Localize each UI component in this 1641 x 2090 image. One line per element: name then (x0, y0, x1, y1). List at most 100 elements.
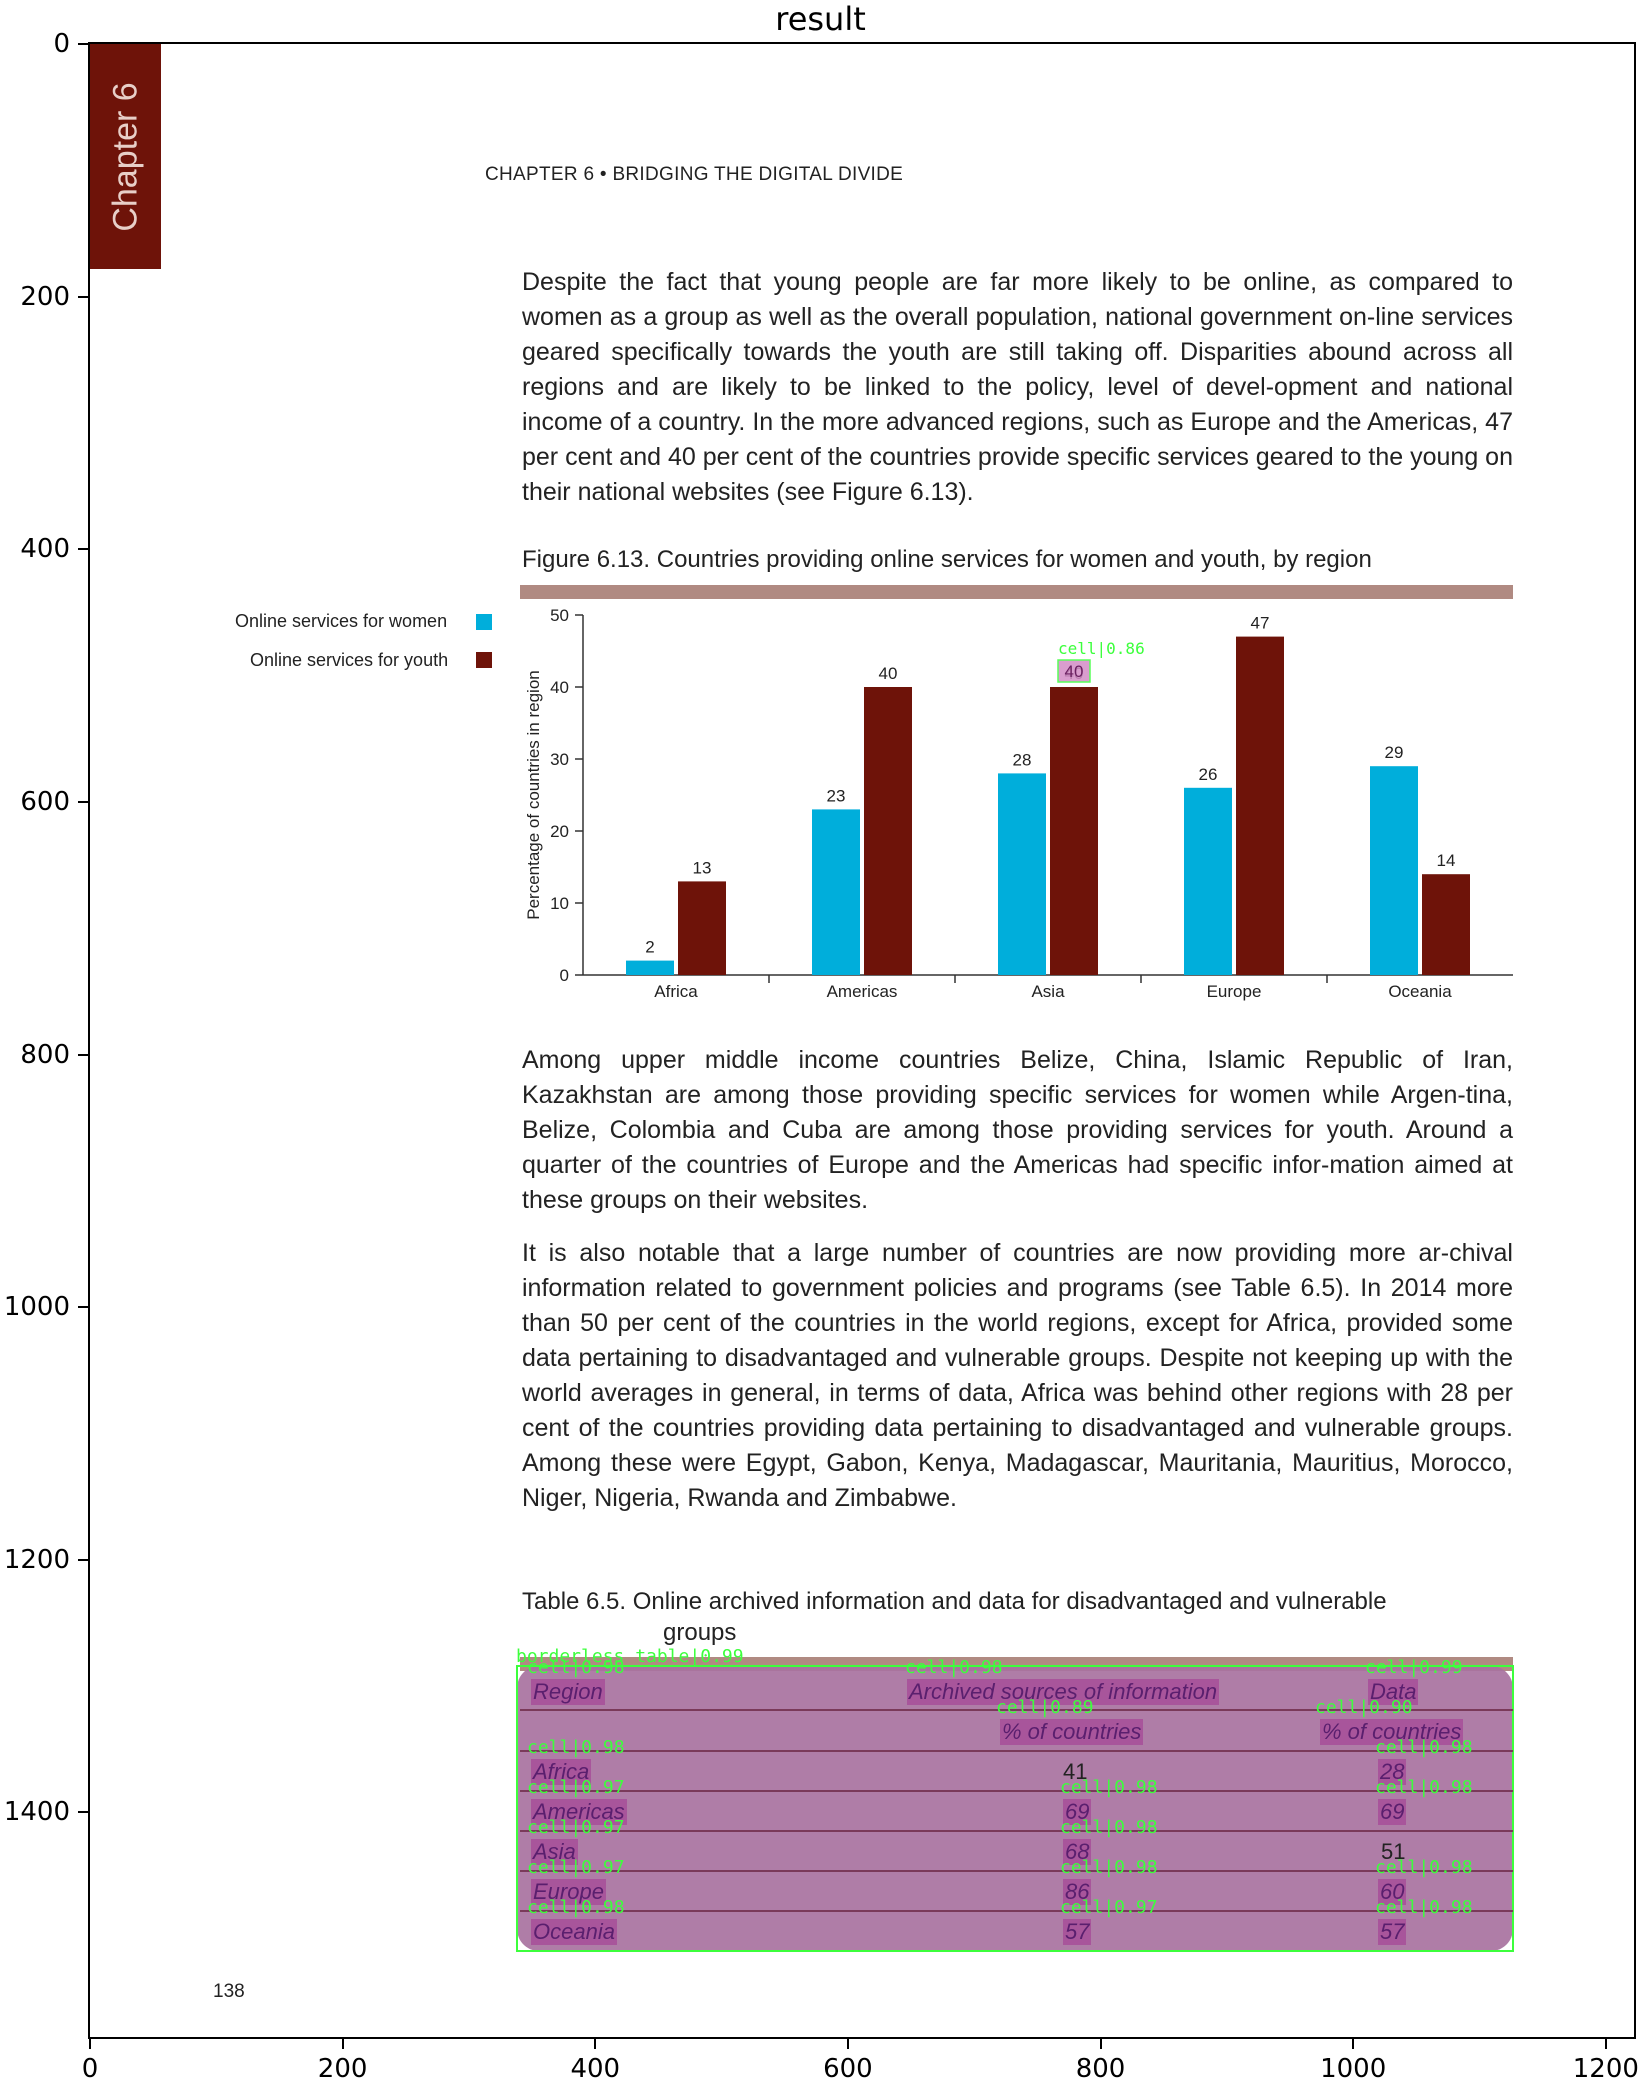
y-tick-label: 0 (53, 29, 70, 59)
y-tick (78, 800, 88, 803)
legend-label-women: Online services for women (235, 611, 448, 631)
row-africa-region: Africa (531, 1759, 592, 1785)
cell-score: cell|0.98 (1375, 1737, 1473, 1758)
row-oceania-data: 57 (1378, 1919, 1407, 1945)
figure-caption: Figure 6.13. Countries providing online … (522, 546, 1372, 573)
row-europe-data: 60 (1378, 1879, 1407, 1905)
table-divider (520, 1790, 1513, 1792)
row-asia-archived: 68 (1063, 1839, 1092, 1865)
bar-value-label: 23 (827, 786, 846, 805)
cell-score: cell|0.98 (527, 1897, 625, 1918)
cell-score: cell|0.98 (905, 1657, 1003, 1678)
legend-item-youth: Online services for youth (250, 650, 448, 671)
paragraph-3: It is also notable that a large number o… (522, 1239, 1513, 1512)
table-divider (520, 1910, 1513, 1912)
y-tick-label: 800 (20, 1039, 70, 1070)
table-caption-line-1: Table 6.5. Online archived information a… (522, 1588, 1387, 1615)
bar-value-label: 47 (1251, 614, 1270, 633)
bar-value-label: 28 (1013, 750, 1032, 769)
cell-score: cell|0.97 (527, 1817, 625, 1838)
figure-rule (520, 585, 1513, 599)
chapter-tab-label: Chapter 6 (106, 81, 144, 232)
y-tick-label: 1200 (3, 1544, 70, 1575)
cell-score: cell|0.97 (527, 1857, 625, 1878)
y-tick (78, 1306, 88, 1309)
x-tick (1099, 2039, 1102, 2049)
bar-youth (1236, 636, 1284, 975)
bar-women (1370, 766, 1418, 975)
cell-score: cell|0.98 (1060, 1857, 1158, 1878)
chart-x-tick-label: Europe (1207, 982, 1262, 1001)
cell-score: cell|0.97 (527, 1777, 625, 1798)
figure-title: result (775, 0, 866, 38)
header-region: Region (531, 1679, 605, 1705)
table-overlay (517, 1666, 1513, 1951)
page-number: 138 (213, 1981, 245, 2002)
bar-chart: 0 10 20 30 40 50 Percentage of countries in re… (524, 606, 1513, 1001)
x-tick (89, 2039, 91, 2049)
header-archived: Archived sources of information (907, 1679, 1220, 1705)
cell-score: cell|0.89 (996, 1697, 1094, 1718)
bar-youth (864, 687, 912, 975)
table-divider (520, 1830, 1513, 1832)
cell-score: cell|0.98 (1060, 1777, 1158, 1798)
bar-youth (678, 881, 726, 975)
x-tick-label: 600 (823, 2054, 873, 2084)
x-tick-label: 1200 (1572, 2054, 1639, 2084)
x-tick-label: 400 (570, 2054, 621, 2084)
chart-y-tick-label: 0 (560, 966, 569, 985)
cell-score: cell|0.97 (1060, 1897, 1158, 1918)
chart-y-tick-label: 10 (550, 894, 569, 913)
table-detection-box (516, 1665, 1514, 1952)
cell-score: cell|0.98 (1375, 1857, 1473, 1878)
legend-swatch-youth (476, 652, 492, 668)
legend-swatch-women (476, 614, 492, 630)
y-tick-label: 400 (20, 534, 70, 565)
legend-item-women: Online services for women (235, 611, 447, 632)
y-tick-label: 600 (20, 786, 70, 817)
bar-women (998, 773, 1046, 975)
table-divider (520, 1750, 1513, 1752)
row-africa-data: 28 (1378, 1759, 1407, 1785)
x-tick-label: 800 (1075, 2054, 1126, 2084)
y-tick (78, 1558, 88, 1561)
bar-women (1184, 787, 1232, 975)
table-divider (520, 1870, 1513, 1872)
bar-value-label: 29 (1385, 743, 1404, 762)
cell-score: cell|0.98 (1375, 1897, 1473, 1918)
bar-value-label: 14 (1437, 851, 1456, 870)
row-americas-region: Americas (531, 1799, 627, 1825)
row-americas-archived: 69 (1063, 1799, 1092, 1825)
y-tick (78, 43, 88, 45)
cell-score: cell|0.98 (527, 1737, 625, 1758)
bar-value-label: 40 (1065, 662, 1084, 681)
row-asia-data: 51 (1381, 1839, 1406, 1864)
chart-y-tick-label: 20 (550, 822, 569, 841)
x-tick (846, 2039, 849, 2049)
chart-y-tick-label: 50 (550, 606, 569, 625)
bar-value-label: 2 (645, 938, 654, 957)
y-tick-label: 1400 (3, 1797, 70, 1828)
header-data: Data (1368, 1679, 1419, 1705)
paragraph-1: Despite the fact that young people are f… (522, 268, 1513, 506)
running-head: CHAPTER 6 • BRIDGING THE DIGITAL DIVIDE (485, 164, 904, 185)
x-tick (1604, 2039, 1607, 2049)
table-divider (520, 1709, 1513, 1711)
row-americas-data: 69 (1378, 1799, 1407, 1825)
x-tick-label: 1000 (1320, 2054, 1387, 2084)
y-tick (78, 548, 88, 551)
chart-y-axis-label: Percentage of countries in region (524, 670, 543, 920)
bar-women (626, 960, 674, 975)
chart-y-tick-label: 40 (550, 678, 569, 697)
chapter-tab: Chapter 6 (90, 44, 161, 269)
y-tick (78, 1053, 88, 1056)
cell-score: cell|0.98 (1060, 1817, 1158, 1838)
chart-y-tick-label: 30 (550, 750, 569, 769)
cell-score: cell|0.99 (1365, 1657, 1463, 1678)
x-tick (341, 2039, 344, 2049)
bar-value-label: 26 (1199, 765, 1218, 784)
table-caption-line-2: groups (663, 1619, 737, 1646)
row-africa-archived: 41 (1063, 1759, 1088, 1784)
chart-x-tick-label: Oceania (1388, 982, 1452, 1001)
subheader-data: % of countries (1320, 1719, 1464, 1745)
